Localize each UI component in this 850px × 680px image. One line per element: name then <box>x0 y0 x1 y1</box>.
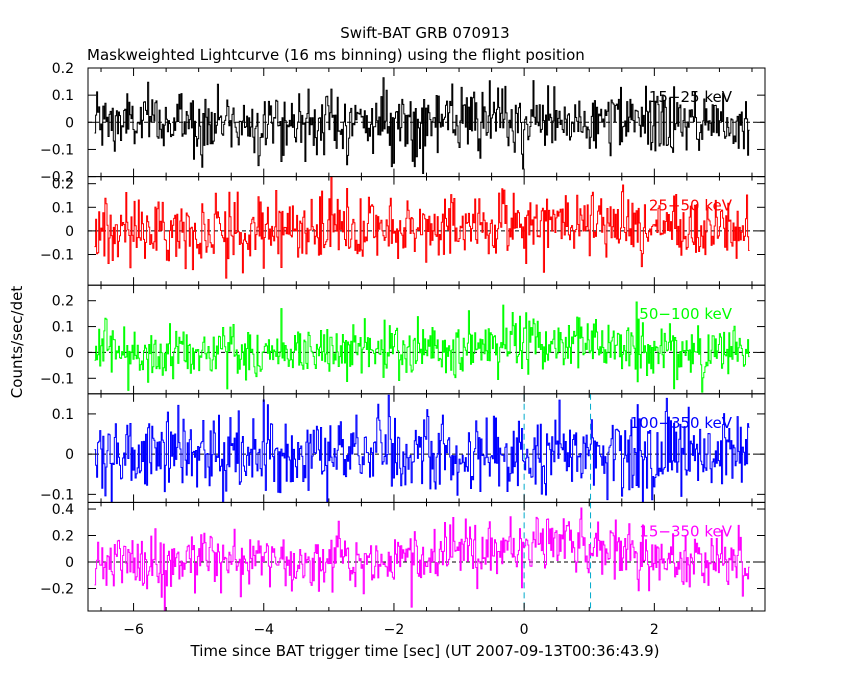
y-tick-label: −0.2 <box>40 581 74 597</box>
y-tick-label: −0.1 <box>40 371 74 387</box>
x-tick-label: −4 <box>253 622 274 638</box>
y-tick-label: 0.1 <box>52 200 74 216</box>
y-tick-label: 0.2 <box>52 529 74 545</box>
y-axis-label: Counts/sec/det <box>8 286 26 399</box>
energy-band-label: 50−100 keV <box>639 305 732 323</box>
y-tick-label: 0.1 <box>52 88 74 104</box>
x-tick-label: 0 <box>520 622 529 638</box>
lightcurve-series <box>94 507 750 611</box>
y-tick-label: 0.2 <box>52 177 74 193</box>
y-tick-label: 0.1 <box>52 407 74 423</box>
x-tick-label: −6 <box>123 622 144 638</box>
y-tick-label: −0.2 <box>40 170 74 186</box>
x-axis-label: Time since BAT trigger time [sec] (UT 20… <box>190 642 660 660</box>
y-tick-label: 0 <box>65 345 74 361</box>
y-tick-label: 0 <box>65 224 74 240</box>
chart-title: Swift-BAT GRB 070913 <box>340 24 509 42</box>
lightcurve-series <box>94 394 750 503</box>
panel-frame <box>87 284 766 395</box>
lightcurve-series <box>94 176 750 279</box>
y-tick-label: −0.1 <box>40 487 74 503</box>
y-tick-label: 0 <box>65 115 74 131</box>
energy-band-label: 25−50 keV <box>649 197 733 215</box>
chart-subtitle: Maskweighted Lightcurve (16 ms binning) … <box>87 46 585 64</box>
y-tick-label: −0.1 <box>40 248 74 264</box>
y-tick-label: 0 <box>65 555 74 571</box>
panels-group: −0.2 −0.1 0 0.1 0.2 15−25 keV −0.1 0 0.1 0.2 25−50… <box>40 61 766 638</box>
y-tick-label: 0.1 <box>52 320 74 336</box>
lightcurve-series <box>94 301 750 393</box>
energy-band-label: 15−25 keV <box>649 88 733 106</box>
x-tick-label: 2 <box>650 622 659 638</box>
energy-band-label: 15−350 keV <box>639 522 732 540</box>
lightcurve-series <box>94 77 750 174</box>
y-tick-label: 0.2 <box>52 61 74 77</box>
y-tick-label: 0 <box>65 447 74 463</box>
energy-band-label: 100−350 keV <box>630 414 733 432</box>
y-tick-label: 0.4 <box>52 502 74 518</box>
y-tick-label: −0.1 <box>40 142 74 158</box>
x-tick-label: −2 <box>384 622 405 638</box>
y-tick-label: 0.2 <box>52 294 74 310</box>
